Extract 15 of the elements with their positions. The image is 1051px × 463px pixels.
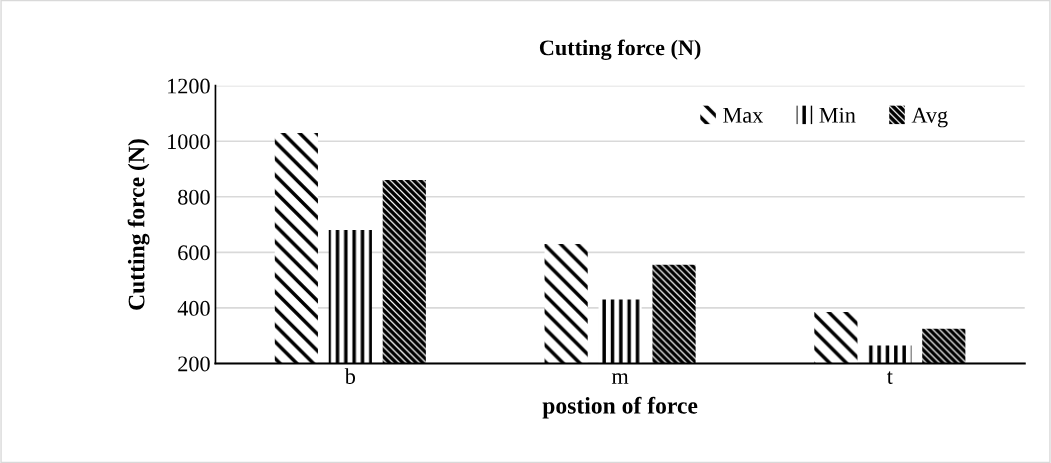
y-tick-label: 1200 — [168, 78, 210, 94]
y-axis-title: Cutting force (N) — [127, 139, 150, 310]
y-tick-label: 200 — [178, 356, 210, 372]
y-tick-label: 600 — [178, 245, 210, 261]
x-tick-label: b — [344, 368, 356, 384]
legend-label: Avg — [911, 107, 948, 128]
chart-title: Cutting force (N) — [539, 39, 701, 61]
legend-label: Min — [819, 107, 856, 123]
legend-label: Max — [723, 107, 764, 123]
x-tick-label: t — [886, 371, 893, 384]
x-tick-label: m — [611, 373, 629, 384]
y-tick-label: 1000 — [168, 134, 210, 150]
y-tick-label: 400 — [177, 300, 210, 316]
y-tick-label: 800 — [178, 189, 210, 205]
x-axis-title: postion of force — [542, 396, 698, 419]
